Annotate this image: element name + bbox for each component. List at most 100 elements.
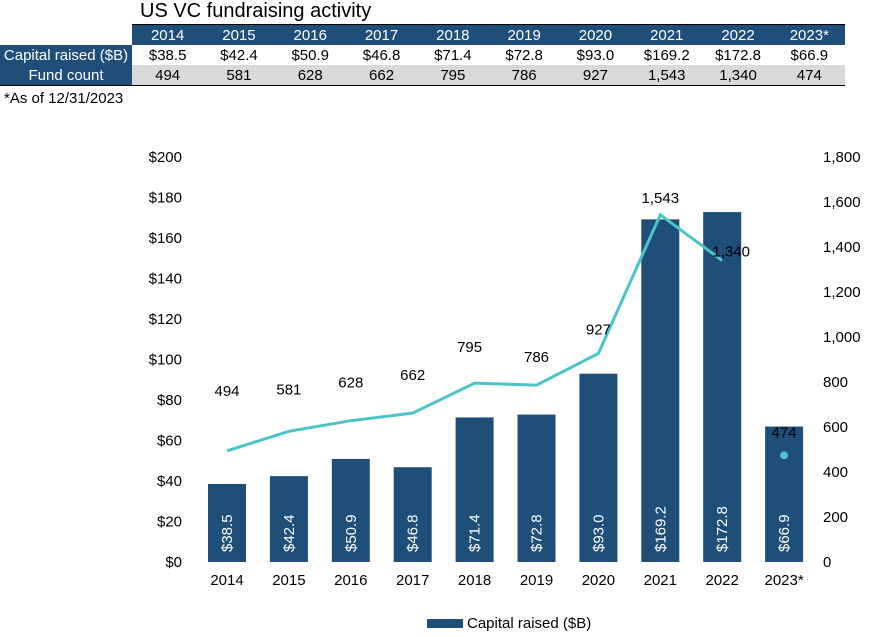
table-cell-fund-count: 581 [203, 65, 275, 86]
line-data-label: 1,340 [712, 244, 750, 261]
line-data-label: 927 [586, 321, 611, 338]
table-cell-fund-count: 927 [559, 65, 632, 86]
bar [703, 212, 742, 562]
line-data-label: 786 [524, 349, 549, 366]
y-left-tick-label: $180 [149, 190, 182, 207]
legend-label-capital: Capital raised ($B) [467, 615, 591, 632]
table-header-year: 2017 [345, 24, 418, 45]
table-header-year: 2022 [702, 24, 774, 45]
table-cell-capital: $66.9 [790, 46, 829, 64]
y-right-tick-label: 1,000 [823, 329, 861, 346]
table-header-year: 2016 [274, 24, 346, 45]
table-cell-capital: $93.0 [576, 46, 615, 64]
bar-data-label: $71.4 [467, 514, 484, 552]
x-tick-label: 2021 [644, 572, 677, 589]
table-header-year: 2023* [773, 24, 845, 45]
bar [269, 476, 308, 562]
y-right-tick-label: 1,400 [823, 239, 861, 256]
y-left-tick-label: $20 [157, 514, 182, 531]
table-header-year: 2015 [203, 24, 275, 45]
table-cell-fund-count: 1,340 [702, 65, 774, 86]
table-header-year: 2021 [631, 24, 703, 45]
table-cell-fund-count: 628 [274, 65, 346, 86]
table-cell-fund-count: 1,543 [631, 65, 703, 86]
table-cell-fund-count: 662 [345, 65, 418, 86]
table-cell-capital: $71.4 [434, 46, 472, 64]
table-cell-capital: $172.8 [715, 46, 761, 64]
bar-data-label: $72.8 [529, 514, 546, 552]
x-tick-label: 2014 [210, 572, 243, 589]
y-right-tick-label: 0 [823, 554, 831, 571]
line-data-label: 795 [457, 339, 482, 356]
bar-data-label: $50.9 [343, 514, 360, 552]
bar [331, 458, 370, 562]
bar [455, 417, 494, 562]
line-data-label: 474 [772, 424, 797, 441]
y-right-tick-label: 1,600 [823, 194, 861, 211]
y-right-tick-label: 600 [823, 419, 848, 436]
table-cell-fund-count: 786 [488, 65, 560, 86]
table-header-year: 2014 [132, 24, 204, 45]
y-left-tick-label: $80 [157, 392, 182, 409]
y-right-tick-label: 200 [823, 509, 848, 526]
bar-data-label: $172.8 [714, 506, 731, 552]
table-cell-capital: $169.2 [643, 46, 690, 64]
y-right-tick-label: 1,200 [823, 284, 861, 301]
y-right-tick-label: 400 [823, 464, 848, 481]
y-left-tick-label: $60 [157, 433, 182, 450]
line-data-label: 494 [214, 383, 239, 400]
y-right-tick-label: 1,800 [823, 149, 861, 166]
table-cell-capital: $42.4 [220, 46, 258, 64]
table-header-year: 2020 [559, 24, 632, 45]
x-tick-label: 2016 [334, 572, 367, 589]
bar [765, 426, 804, 562]
table-cell-fund-count: 474 [773, 65, 845, 86]
x-tick-label: 2023* [764, 572, 803, 589]
chart-title: US VC fundraising activity [140, 0, 372, 22]
table-cell-capital: $50.9 [291, 46, 330, 64]
bar-data-label: $66.9 [776, 514, 793, 552]
y-left-tick-label: $40 [157, 473, 182, 490]
fund-count-marker [780, 451, 789, 460]
bar-data-label: $93.0 [590, 514, 607, 552]
bar-data-label: $38.5 [219, 514, 236, 552]
bar [393, 467, 432, 562]
table-cell-fund-count: 494 [132, 65, 204, 86]
bar [579, 373, 618, 562]
y-left-tick-label: $0 [165, 554, 182, 571]
table-corner [0, 24, 132, 45]
x-tick-label: 2018 [458, 572, 491, 589]
y-left-tick-label: $200 [149, 149, 182, 166]
bar-data-label: $169.2 [652, 506, 669, 552]
y-left-tick-label: $100 [149, 352, 182, 369]
footnote: *As of 12/31/2023 [4, 90, 124, 107]
bar [517, 414, 556, 562]
x-tick-label: 2015 [272, 572, 305, 589]
bar-data-label: $42.4 [281, 514, 298, 552]
table-cell-capital: $38.5 [148, 46, 187, 64]
x-tick-label: 2020 [582, 572, 615, 589]
line-data-label: 662 [400, 367, 425, 384]
table-header-year: 2018 [417, 24, 489, 45]
data-table: 2014 2015 2016 2017 2018 2019 2020 2021 2022 2023… [0, 24, 845, 86]
y-right-tick-label: 800 [823, 374, 848, 391]
row-label-fund-count: Fund count [0, 65, 132, 86]
y-left-tick-label: $120 [149, 311, 182, 328]
table-cell-capital: $72.8 [505, 46, 543, 64]
legend-swatch-capital [427, 619, 463, 628]
line-data-label: 581 [276, 381, 301, 398]
x-tick-label: 2022 [706, 572, 739, 589]
table-header-year: 2019 [488, 24, 560, 45]
x-tick-label: 2019 [520, 572, 553, 589]
row-label-capital: Capital raised ($B) [0, 45, 132, 65]
bar-data-label: $46.8 [405, 514, 422, 552]
table-cell-fund-count: 795 [417, 65, 489, 86]
y-left-tick-label: $140 [149, 271, 182, 288]
table-cell-capital: $46.8 [362, 46, 401, 64]
fund-count-line [226, 212, 724, 453]
bar [208, 484, 246, 562]
bar [641, 219, 680, 562]
line-data-label: 1,543 [642, 190, 680, 207]
y-left-tick-label: $160 [149, 230, 182, 247]
